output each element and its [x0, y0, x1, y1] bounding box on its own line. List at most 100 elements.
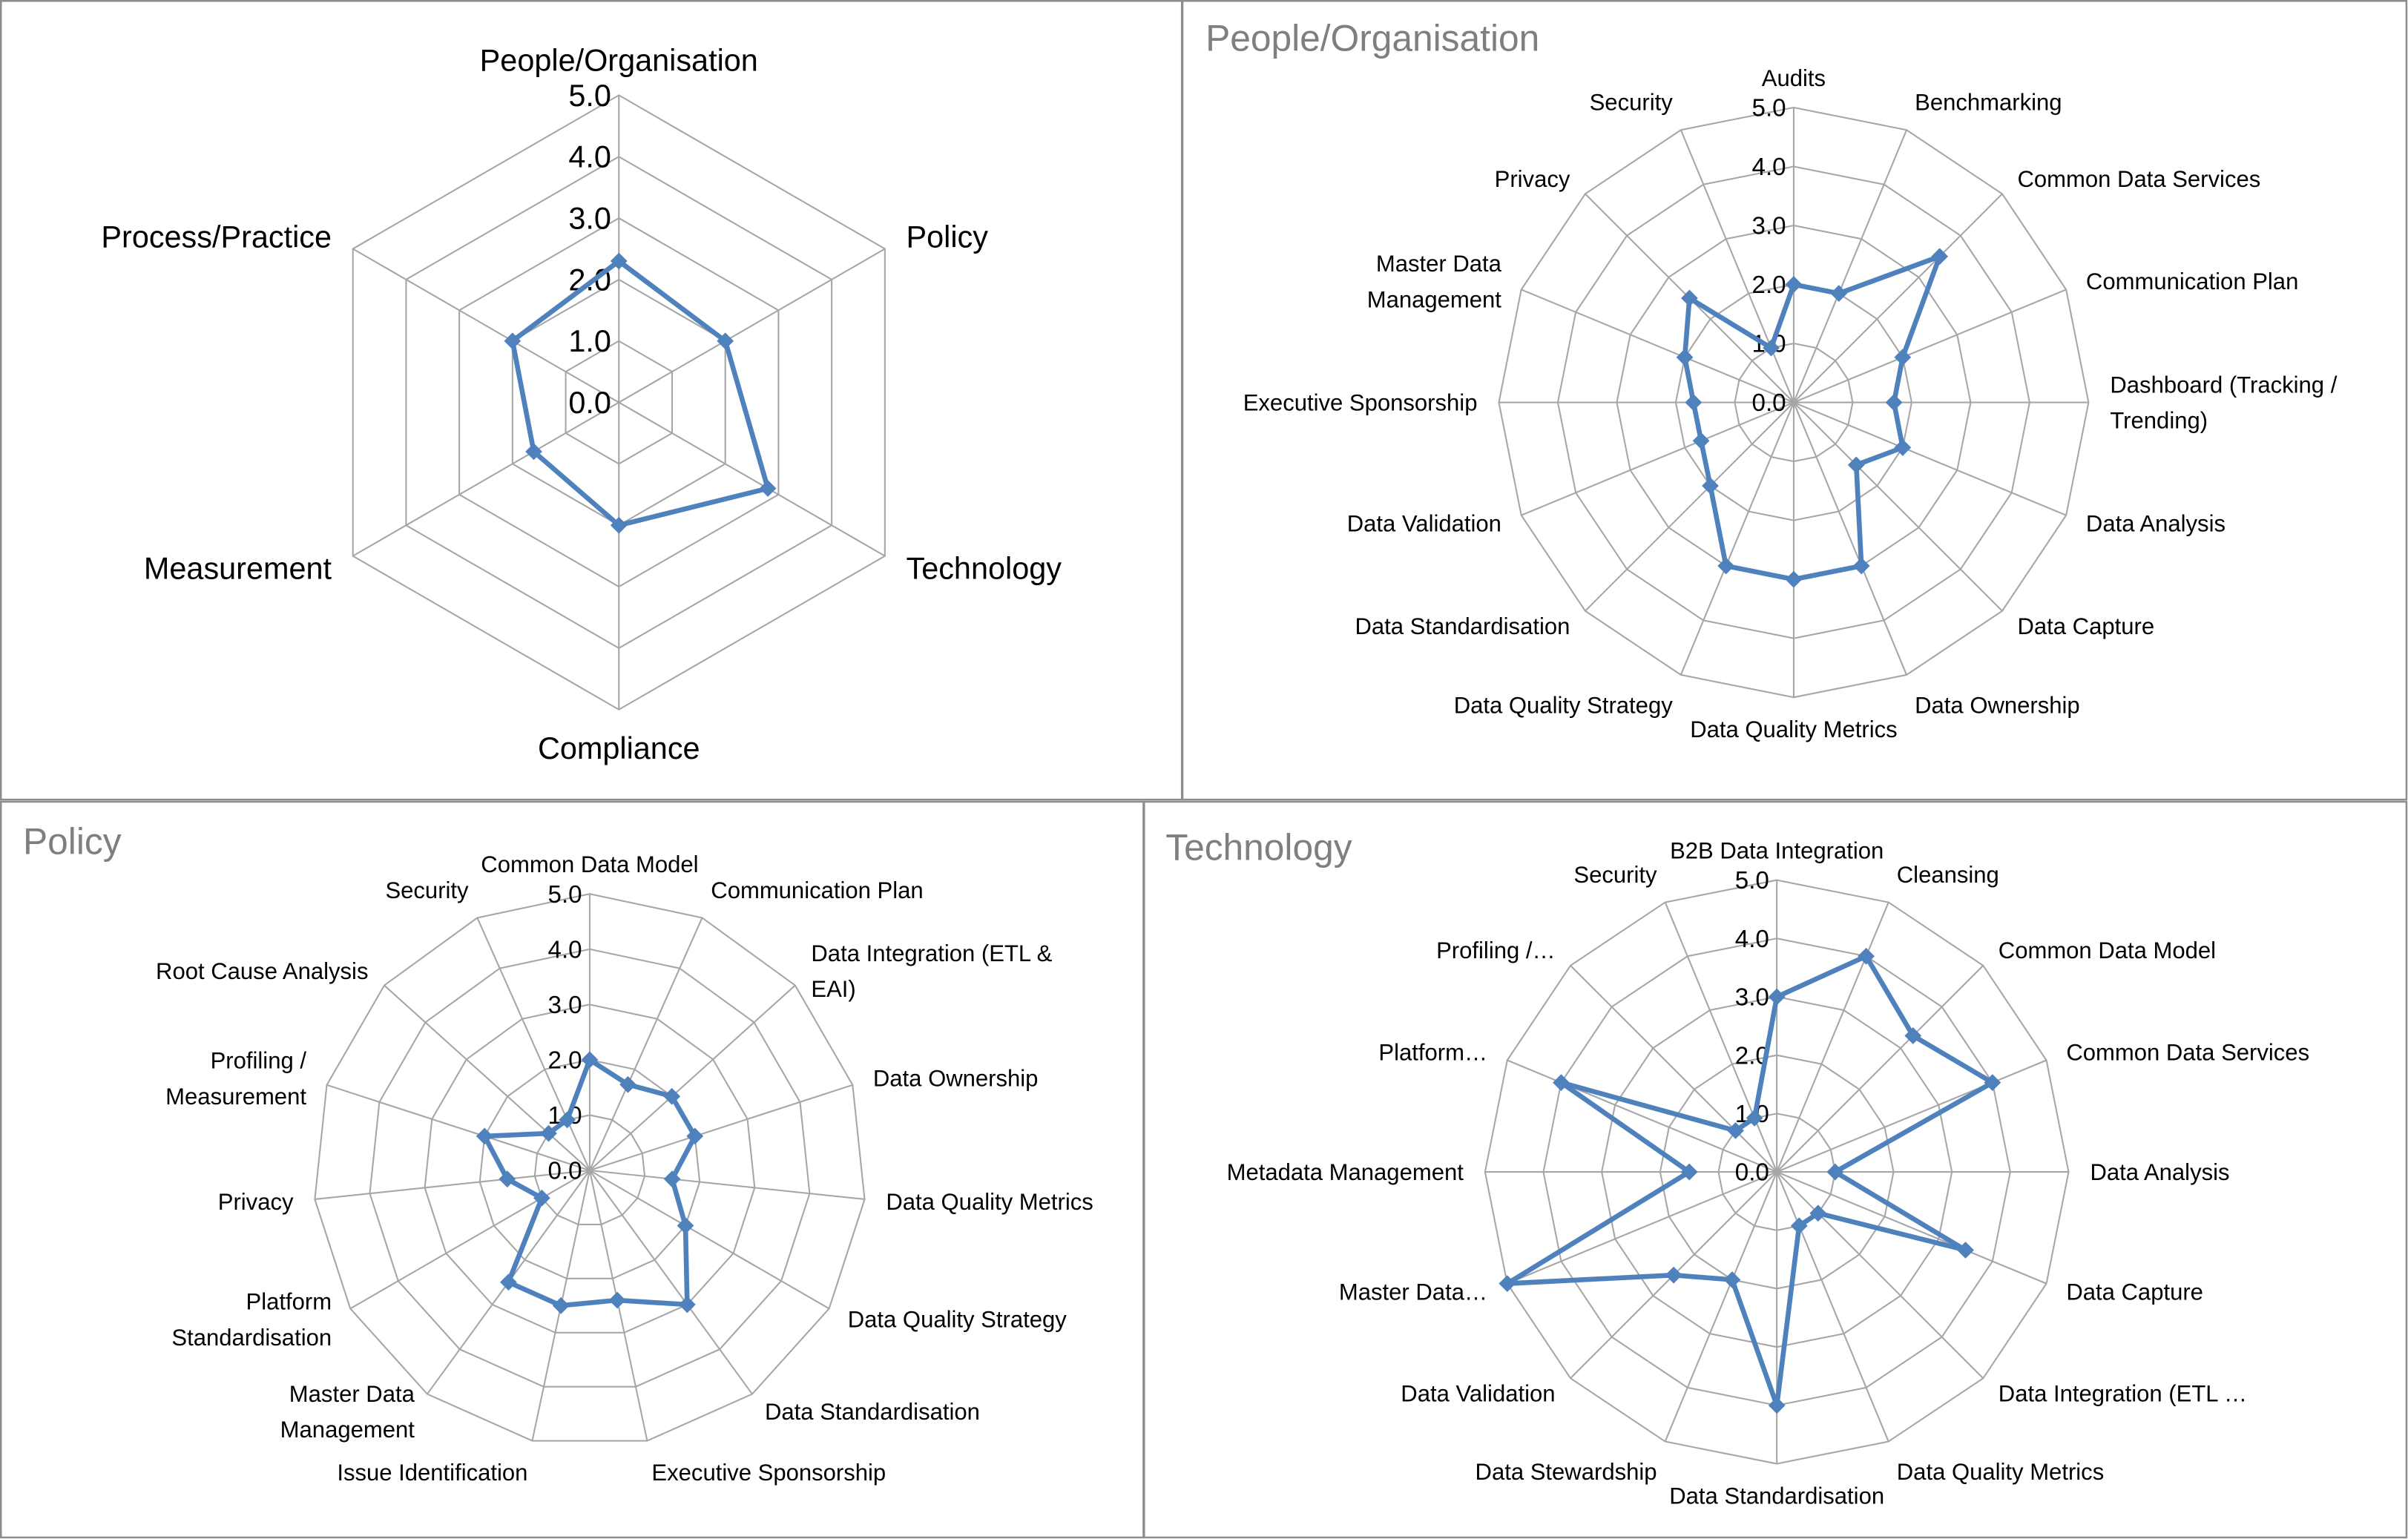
category-label: Security — [385, 877, 469, 903]
tick-label: 0.0 — [1752, 389, 1786, 417]
category-label: Data Capture — [2017, 613, 2154, 639]
axis-spoke — [326, 1084, 591, 1171]
data-point-marker — [678, 1296, 696, 1314]
axis-spoke — [1793, 401, 2003, 612]
tick-label: 2.0 — [548, 1047, 582, 1074]
tick-label: 0.0 — [568, 386, 611, 420]
grid-ring — [314, 893, 866, 1442]
axis-spoke — [1793, 193, 2003, 403]
data-point-marker — [1894, 439, 1912, 456]
axis-spoke — [589, 1170, 830, 1310]
data-point-marker — [619, 1075, 636, 1093]
tick-label: 5.0 — [548, 881, 582, 909]
axis-spoke — [349, 1170, 591, 1310]
data-point-marker — [759, 480, 777, 497]
tick-label: 4.0 — [568, 140, 611, 174]
data-point-marker — [610, 252, 628, 270]
category-label: Audits — [1762, 65, 1826, 91]
data-point-marker — [533, 1189, 550, 1207]
chart-title-people-organisation: People/Organisation — [1205, 17, 1539, 59]
radar-chart-overview: 0.01.02.03.04.05.0People/OrganisationPol… — [101, 43, 1062, 765]
category-label: Data Quality Strategy — [1454, 693, 1674, 719]
category-label: People/Organisation — [480, 43, 758, 77]
category-label: Data Quality Strategy — [848, 1307, 1068, 1333]
axis-spoke — [618, 248, 886, 403]
category-label: B2B Data Integration — [1670, 838, 1884, 864]
tick-label: 3.0 — [568, 202, 611, 236]
category-label: Data Quality Metrics — [1690, 716, 1897, 742]
category-label: Privacy — [218, 1189, 294, 1215]
axis-spoke — [476, 917, 591, 1171]
data-point-marker — [1680, 1163, 1698, 1181]
category-label: Data Quality Metrics — [886, 1189, 1093, 1215]
chart-title-policy: Policy — [23, 820, 122, 862]
tick-label: 0.0 — [548, 1158, 582, 1185]
axis-spoke — [352, 248, 619, 403]
data-point-marker — [1809, 1204, 1827, 1222]
category-label: Master Data… — [1339, 1279, 1487, 1305]
category-label: Privacy — [1495, 166, 1570, 192]
category-label: Issue Identification — [337, 1460, 527, 1486]
axis-spoke — [1507, 1059, 1777, 1173]
category-label: Root Cause Analysis — [156, 958, 368, 984]
panel-overview — [0, 0, 1183, 801]
axis-spoke — [384, 984, 591, 1171]
data-point-marker — [552, 1296, 570, 1314]
category-label: Data Analysis — [2090, 1159, 2229, 1185]
category-label: Metadata Management — [1227, 1159, 1464, 1185]
axis-spoke — [1680, 402, 1795, 676]
data-point-marker — [1847, 456, 1865, 474]
category-label: Master Data Management — [1367, 251, 1502, 312]
tick-label: 3.0 — [1752, 213, 1786, 240]
data-point-marker — [1826, 1163, 1844, 1181]
tick-label: 3.0 — [548, 992, 582, 1019]
tick-label: 1.0 — [568, 324, 611, 358]
axis-spoke — [1776, 1171, 1889, 1442]
category-label: Policy — [907, 220, 989, 254]
category-label: Common Data Model — [481, 851, 698, 877]
tick-label: 2.0 — [1752, 271, 1786, 299]
axis-spoke — [1664, 1171, 1778, 1442]
category-label: Security — [1573, 862, 1657, 888]
category-label: Technology — [907, 552, 1062, 586]
data-point-marker — [1931, 248, 1949, 266]
data-point-marker — [499, 1170, 516, 1188]
category-label: Executive Sponsorship — [1243, 389, 1478, 415]
category-label: Data Validation — [1401, 1381, 1555, 1407]
data-point-marker — [663, 1170, 681, 1188]
grid-ring — [424, 1004, 756, 1334]
tick-label: 0.0 — [1735, 1159, 1769, 1187]
axis-spoke — [1521, 401, 1795, 516]
data-point-marker — [1984, 1074, 2001, 1091]
tick-label: 4.0 — [548, 936, 582, 963]
category-label: Benchmarking — [1915, 89, 2062, 115]
axis-spoke — [1521, 289, 1795, 403]
category-label: Common Data Services — [2066, 1039, 2309, 1065]
category-label: Master Data Management — [280, 1381, 415, 1443]
category-label: Common Data Services — [2017, 166, 2260, 192]
category-label: Security — [1590, 89, 1674, 115]
data-point-marker — [525, 443, 542, 461]
grid-ring — [369, 948, 811, 1388]
data-point-marker — [608, 1291, 626, 1309]
tick-label: 5.0 — [1735, 867, 1769, 894]
axis-spoke — [589, 984, 796, 1171]
axis-spoke — [1585, 401, 1795, 612]
data-point-marker — [1790, 1217, 1808, 1235]
category-label: Profiling / Measurement — [165, 1048, 306, 1110]
data-point-marker — [1768, 988, 1786, 1006]
tick-label: 3.0 — [1735, 984, 1769, 1012]
axis-spoke — [1776, 902, 1889, 1173]
tick-label: 4.0 — [1735, 926, 1769, 953]
category-label: Data Validation — [1347, 511, 1501, 537]
axis-spoke — [618, 401, 886, 557]
series-line — [481, 1057, 698, 1308]
axis-spoke — [588, 917, 703, 1171]
category-label: Common Data Model — [1999, 937, 2216, 963]
data-point-marker — [1717, 557, 1735, 575]
category-label: Communication Plan — [2086, 268, 2298, 294]
data-point-marker — [1957, 1242, 1974, 1259]
